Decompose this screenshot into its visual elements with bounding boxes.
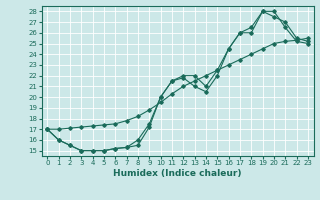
X-axis label: Humidex (Indice chaleur): Humidex (Indice chaleur) [113, 169, 242, 178]
